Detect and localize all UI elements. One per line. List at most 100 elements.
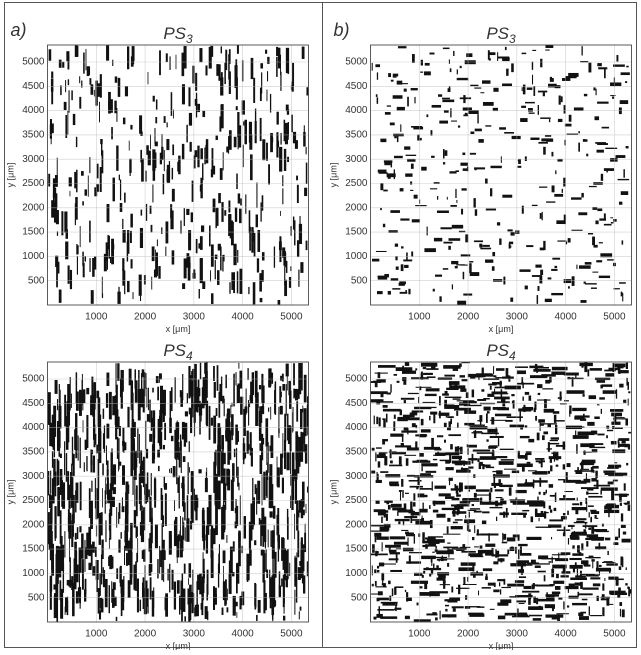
texture-streak [182, 144, 184, 160]
texture-streak [243, 438, 244, 465]
y-tick-label: 4000 [345, 105, 368, 116]
texture-streak [549, 119, 550, 122]
texture-streak [592, 272, 598, 273]
texture-streak [512, 470, 519, 473]
texture-streak [116, 145, 118, 170]
texture-streak [500, 589, 501, 594]
texture-streak [188, 578, 189, 585]
texture-streak [597, 63, 601, 66]
texture-streak [122, 497, 123, 506]
texture-streak [406, 458, 409, 466]
texture-streak [260, 118, 262, 141]
texture-streak [203, 521, 205, 551]
texture-streak [306, 147, 307, 154]
texture-streak [68, 79, 69, 85]
texture-streak [307, 561, 308, 576]
texture-streak [447, 563, 449, 567]
texture-streak [210, 529, 212, 558]
texture-streak [221, 46, 222, 53]
texture-streak [68, 509, 70, 527]
texture-streak [444, 440, 446, 443]
texture-streak [382, 563, 396, 564]
texture-streak [53, 193, 54, 212]
texture-streak [68, 265, 70, 283]
texture-streak [509, 245, 511, 247]
texture-streak [218, 481, 221, 510]
texture-streak [215, 260, 216, 279]
texture-streak [266, 550, 267, 572]
texture-streak [188, 87, 190, 106]
texture-streak [160, 550, 162, 567]
texture-streak [535, 458, 544, 460]
texture-streak [602, 607, 604, 616]
texture-streak [536, 460, 545, 462]
texture-streak [554, 453, 555, 462]
texture-streak [129, 159, 131, 173]
texture-streak [77, 527, 79, 539]
texture-streak [306, 241, 308, 251]
texture-streak [599, 543, 601, 550]
texture-streak [411, 512, 421, 516]
texture-streak [98, 426, 100, 447]
texture-streak [559, 498, 575, 500]
texture-streak [201, 603, 203, 610]
texture-streak [480, 462, 483, 466]
texture-streak [461, 551, 475, 553]
texture-streak [238, 531, 240, 540]
texture-streak [516, 560, 529, 563]
texture-streak [596, 89, 597, 96]
texture-streak [621, 191, 628, 195]
texture-streak [490, 386, 492, 390]
texture-streak [247, 431, 249, 454]
x-tick-label: 1000 [408, 629, 431, 640]
texture-streak [163, 390, 166, 405]
texture-streak [437, 210, 449, 212]
texture-streak [390, 460, 393, 463]
texture-streak [135, 380, 138, 402]
texture-streak [51, 556, 54, 570]
texture-streak [535, 565, 541, 568]
texture-streak [622, 240, 624, 244]
texture-streak [552, 608, 554, 611]
texture-streak [371, 391, 388, 394]
texture-streak [247, 368, 248, 380]
texture-streak [400, 410, 402, 416]
texture-streak [214, 594, 217, 604]
texture-streak [587, 422, 594, 426]
texture-streak [434, 448, 441, 450]
texture-streak [619, 202, 622, 205]
texture-streak [119, 462, 121, 466]
texture-streak [606, 563, 617, 565]
texture-streak [197, 403, 199, 412]
texture-streak [563, 441, 566, 449]
texture-streak [621, 292, 623, 297]
texture-streak [518, 160, 520, 161]
texture-streak [505, 386, 521, 390]
y-tick-label: 4000 [22, 422, 45, 433]
texture-streak [457, 301, 466, 305]
texture-streak [520, 118, 527, 122]
texture-streak [103, 567, 104, 577]
texture-streak [54, 596, 57, 618]
texture-streak [460, 163, 468, 166]
texture-streak [550, 495, 555, 497]
texture-streak [377, 97, 379, 103]
texture-streak [406, 155, 417, 156]
texture-streak [380, 183, 383, 190]
texture-streak [120, 203, 123, 212]
texture-streak [601, 409, 602, 414]
texture-streak [424, 71, 431, 75]
texture-streak [564, 400, 569, 401]
texture-streak [142, 506, 143, 514]
texture-streak [179, 596, 180, 615]
texture-streak [610, 409, 623, 412]
texture-streak [178, 447, 180, 460]
texture-streak [141, 210, 143, 216]
texture-streak [215, 476, 218, 505]
texture-streak [447, 518, 450, 522]
texture-streak [227, 422, 230, 443]
texture-streak [55, 529, 56, 541]
texture-streak [76, 244, 77, 255]
texture-streak [617, 592, 620, 598]
texture-streak [165, 600, 168, 605]
